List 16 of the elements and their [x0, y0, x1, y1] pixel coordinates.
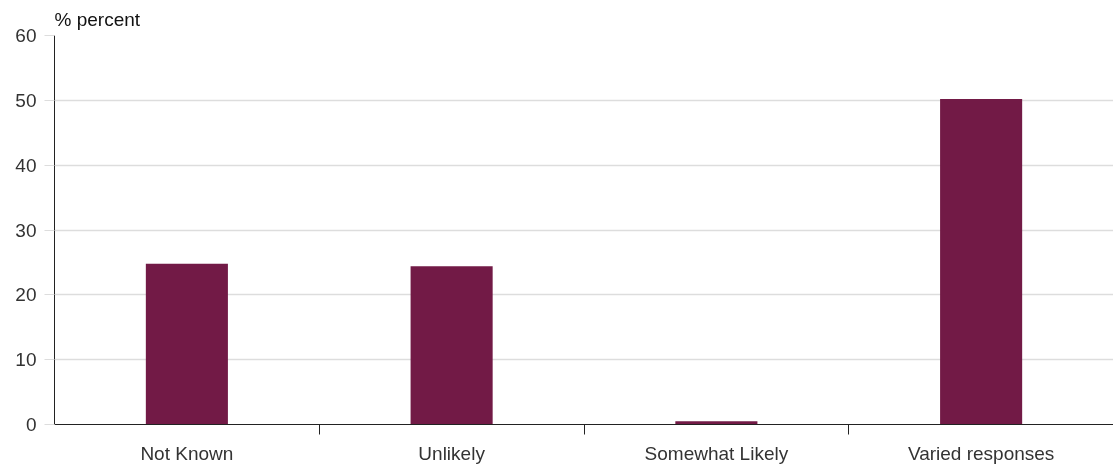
bar [940, 99, 1023, 425]
x-tick-label: Not Known [140, 442, 234, 464]
y-axis-title: % percent [54, 8, 141, 30]
x-tick-label: Somewhat Likely [644, 442, 789, 464]
bar [145, 263, 228, 425]
y-tick-label: 50 [15, 89, 37, 111]
y-tick-label: 60 [15, 25, 37, 46]
x-tick-label: Varied responses [907, 442, 1055, 464]
y-tick-label: 0 [25, 414, 37, 435]
y-tick-label: 10 [15, 349, 37, 371]
y-tick-label: 40 [15, 154, 37, 176]
bar [410, 266, 493, 425]
y-tick-label: 30 [15, 219, 37, 241]
y-tick-label: 20 [15, 284, 37, 306]
x-tick-label: Unlikely [418, 442, 486, 464]
bar [675, 421, 758, 425]
